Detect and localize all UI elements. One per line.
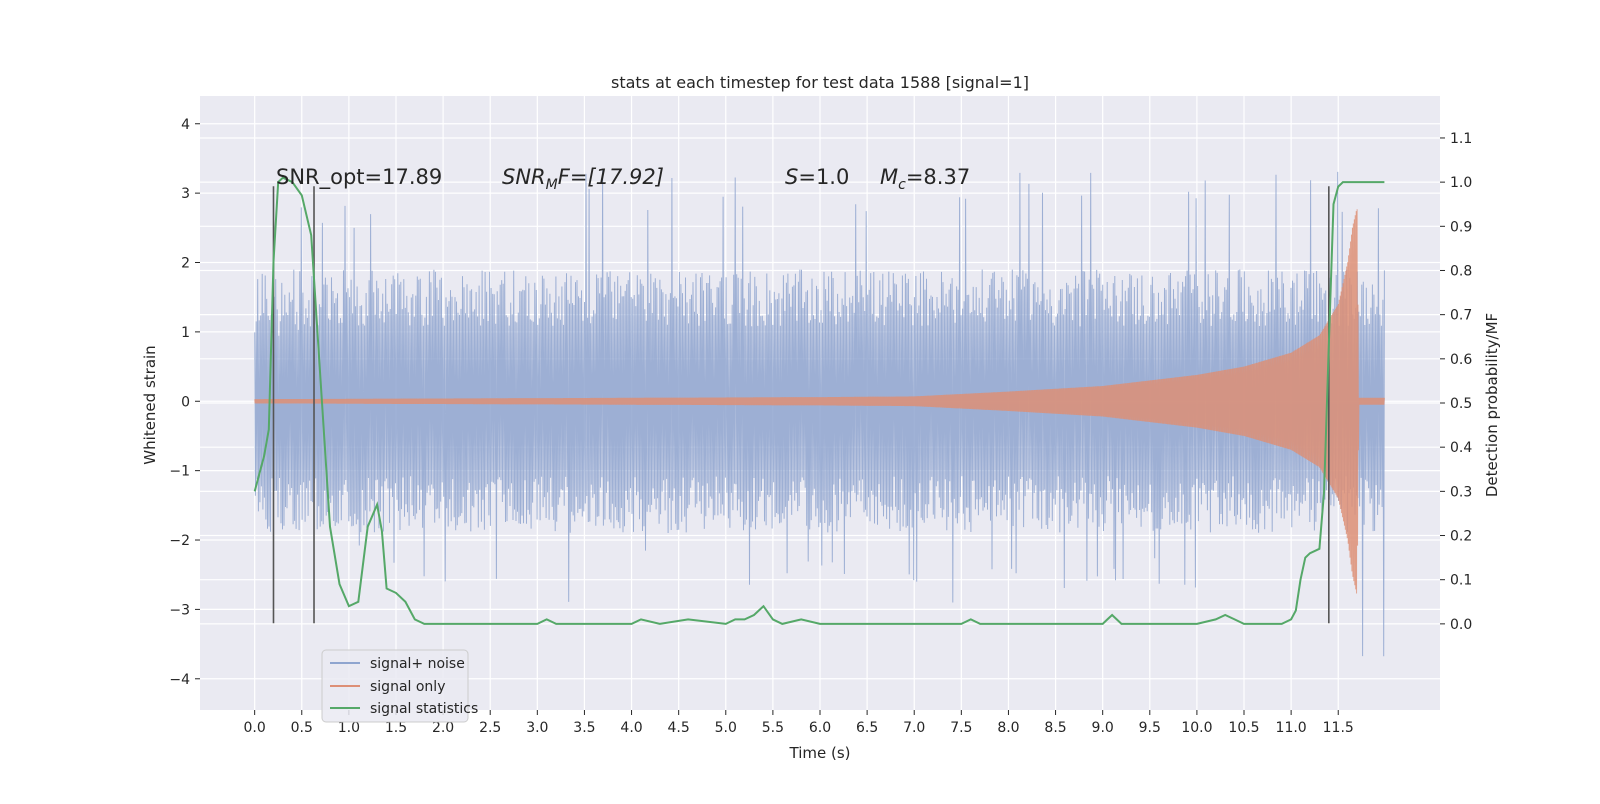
x-tick-label: 5.5 xyxy=(762,720,784,736)
signal-only-line xyxy=(254,209,1385,594)
y-right-tick-label: 1.0 xyxy=(1450,175,1472,191)
x-tick-label: 4.5 xyxy=(668,720,690,736)
x-tick-label: 5.0 xyxy=(715,720,737,736)
annotation-snr-mf-sub: M xyxy=(546,177,558,193)
annotation-snr-mf: SNRMF=[17.92] xyxy=(502,165,664,193)
legend-box xyxy=(321,649,469,723)
y-right-tick-label: 0.9 xyxy=(1450,219,1472,235)
signal-statistics-line xyxy=(253,176,1385,625)
annotation-s-val: =1.0 xyxy=(798,165,849,189)
legend-label-signal-only: signal only xyxy=(370,679,445,695)
y-tick-label: −2 xyxy=(169,533,190,549)
x-tick-label: 8.0 xyxy=(997,720,1019,736)
y-tick-label: −3 xyxy=(169,602,190,618)
y-right-tick-label: 1.1 xyxy=(1450,131,1472,147)
y-tick-label: 4 xyxy=(181,117,190,133)
y-right-tick-label: 0.7 xyxy=(1450,308,1472,324)
annotation-mc-val: =8.37 xyxy=(906,165,970,189)
x-tick-label: 8.5 xyxy=(1044,720,1066,736)
y-right-tick-label: 0.2 xyxy=(1450,529,1472,545)
annotation-mc-sub: c xyxy=(898,177,906,193)
x-tick-label: 4.0 xyxy=(620,720,642,736)
x-tick-label: 6.0 xyxy=(809,720,831,736)
annotation-s: S=1.0 xyxy=(785,165,849,189)
x-tick-label: 10.0 xyxy=(1181,720,1212,736)
y-tick-label: −1 xyxy=(169,464,190,480)
x-tick-label: 6.5 xyxy=(856,720,878,736)
y-right-tick-label: 0.6 xyxy=(1450,352,1472,368)
x-tick-label: 7.5 xyxy=(950,720,972,736)
annotation-mc: Mc=8.37 xyxy=(880,165,970,193)
x-axis-label: Time (s) xyxy=(789,744,851,762)
y-right-tick-label: 0.8 xyxy=(1450,263,1472,279)
stats-layer xyxy=(253,176,1385,625)
ticks: 0.0 0.5 1.0 1.5 2.0 2.5 3.0 3.5 4.0 4.5 5.0 5.5 6.0 6… xyxy=(169,117,1472,736)
y-right-axis-label: Detection probability/MF xyxy=(1483,313,1501,497)
y-right-tick-label: 0.5 xyxy=(1450,396,1472,412)
x-tick-label: 0.0 xyxy=(244,720,266,736)
annotation-snr-mf-suffix: F=[17.92] xyxy=(558,165,664,189)
annotation-snr-mf-prefix: SNR xyxy=(502,165,546,189)
y-axis-label: Whitened strain xyxy=(141,345,159,464)
x-tick-label: 3.0 xyxy=(526,720,548,736)
x-tick-label: 1.5 xyxy=(385,720,407,736)
signal-noise-line xyxy=(254,169,1385,657)
annotation-snr-opt: SNR_opt=17.89 xyxy=(276,165,442,190)
legend: signal+ noise signal only signal statist… xyxy=(321,649,478,723)
y-tick-label: −4 xyxy=(169,672,190,688)
x-tick-label: 7.0 xyxy=(903,720,925,736)
legend-label-signal-noise: signal+ noise xyxy=(370,656,465,672)
x-tick-label: 9.5 xyxy=(1139,720,1161,736)
y-right-tick-label: 0.0 xyxy=(1450,617,1472,633)
chart-title: stats at each timestep for test data 158… xyxy=(611,73,1029,92)
x-tick-label: 3.5 xyxy=(573,720,595,736)
y-tick-label: 1 xyxy=(181,325,190,341)
x-tick-label: 0.5 xyxy=(291,720,313,736)
x-tick-label: 1.0 xyxy=(338,720,360,736)
y-tick-label: 0 xyxy=(181,394,190,410)
annotation-mc-var: M xyxy=(880,165,898,189)
legend-label-signal-statistics: signal statistics xyxy=(370,701,478,717)
y-tick-label: 3 xyxy=(181,186,190,202)
x-tick-label: 11.0 xyxy=(1276,720,1307,736)
annotation-s-var: S xyxy=(785,165,798,189)
y-tick-label: 2 xyxy=(181,256,190,272)
x-tick-label: 11.5 xyxy=(1323,720,1354,736)
x-tick-label: 9.0 xyxy=(1092,720,1114,736)
x-tick-label: 2.0 xyxy=(432,720,454,736)
x-tick-label: 2.5 xyxy=(479,720,501,736)
y-right-tick-label: 0.3 xyxy=(1450,484,1472,500)
y-right-tick-label: 0.1 xyxy=(1450,573,1472,589)
y-right-tick-label: 0.4 xyxy=(1450,440,1472,456)
x-tick-label: 10.5 xyxy=(1228,720,1259,736)
series-layer xyxy=(254,169,1385,657)
